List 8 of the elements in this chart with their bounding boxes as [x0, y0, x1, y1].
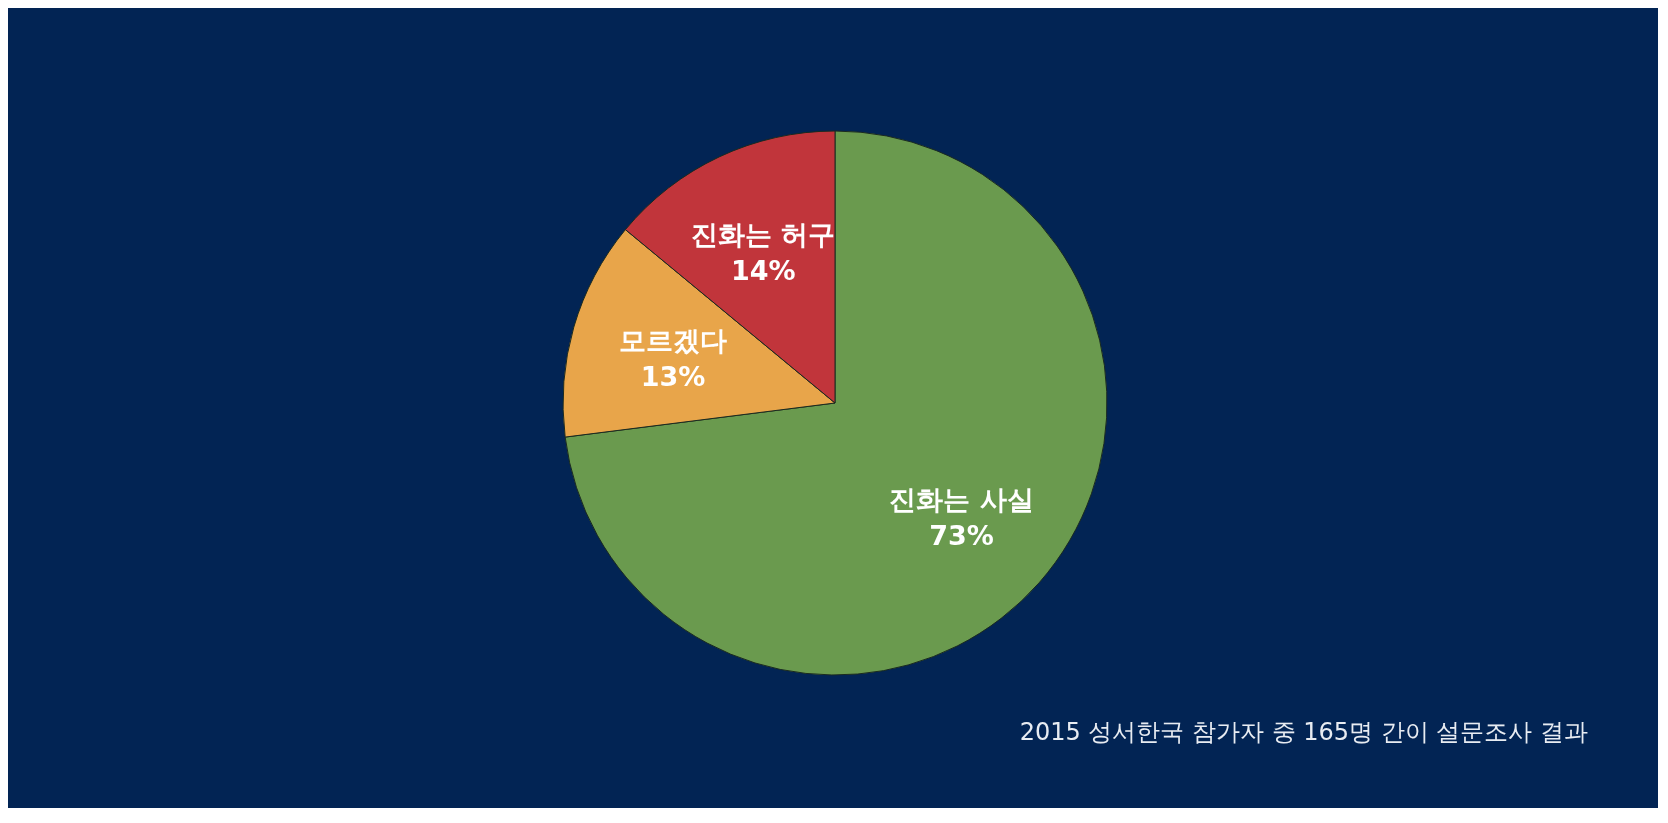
slice-label: 진화는 사실 [889, 483, 1034, 515]
data-label: 14% [730, 255, 796, 287]
slice-label: 모르겠다 [619, 324, 728, 356]
pie-slice [564, 130, 1108, 676]
data-label: 73% [929, 519, 994, 551]
data-label: 13% [640, 360, 706, 392]
text: 2015 성서한국 참가자 중 165명 간이 설문조사 결과 [1019, 717, 1588, 748]
slice-label: 진화는 허구 [690, 219, 836, 251]
